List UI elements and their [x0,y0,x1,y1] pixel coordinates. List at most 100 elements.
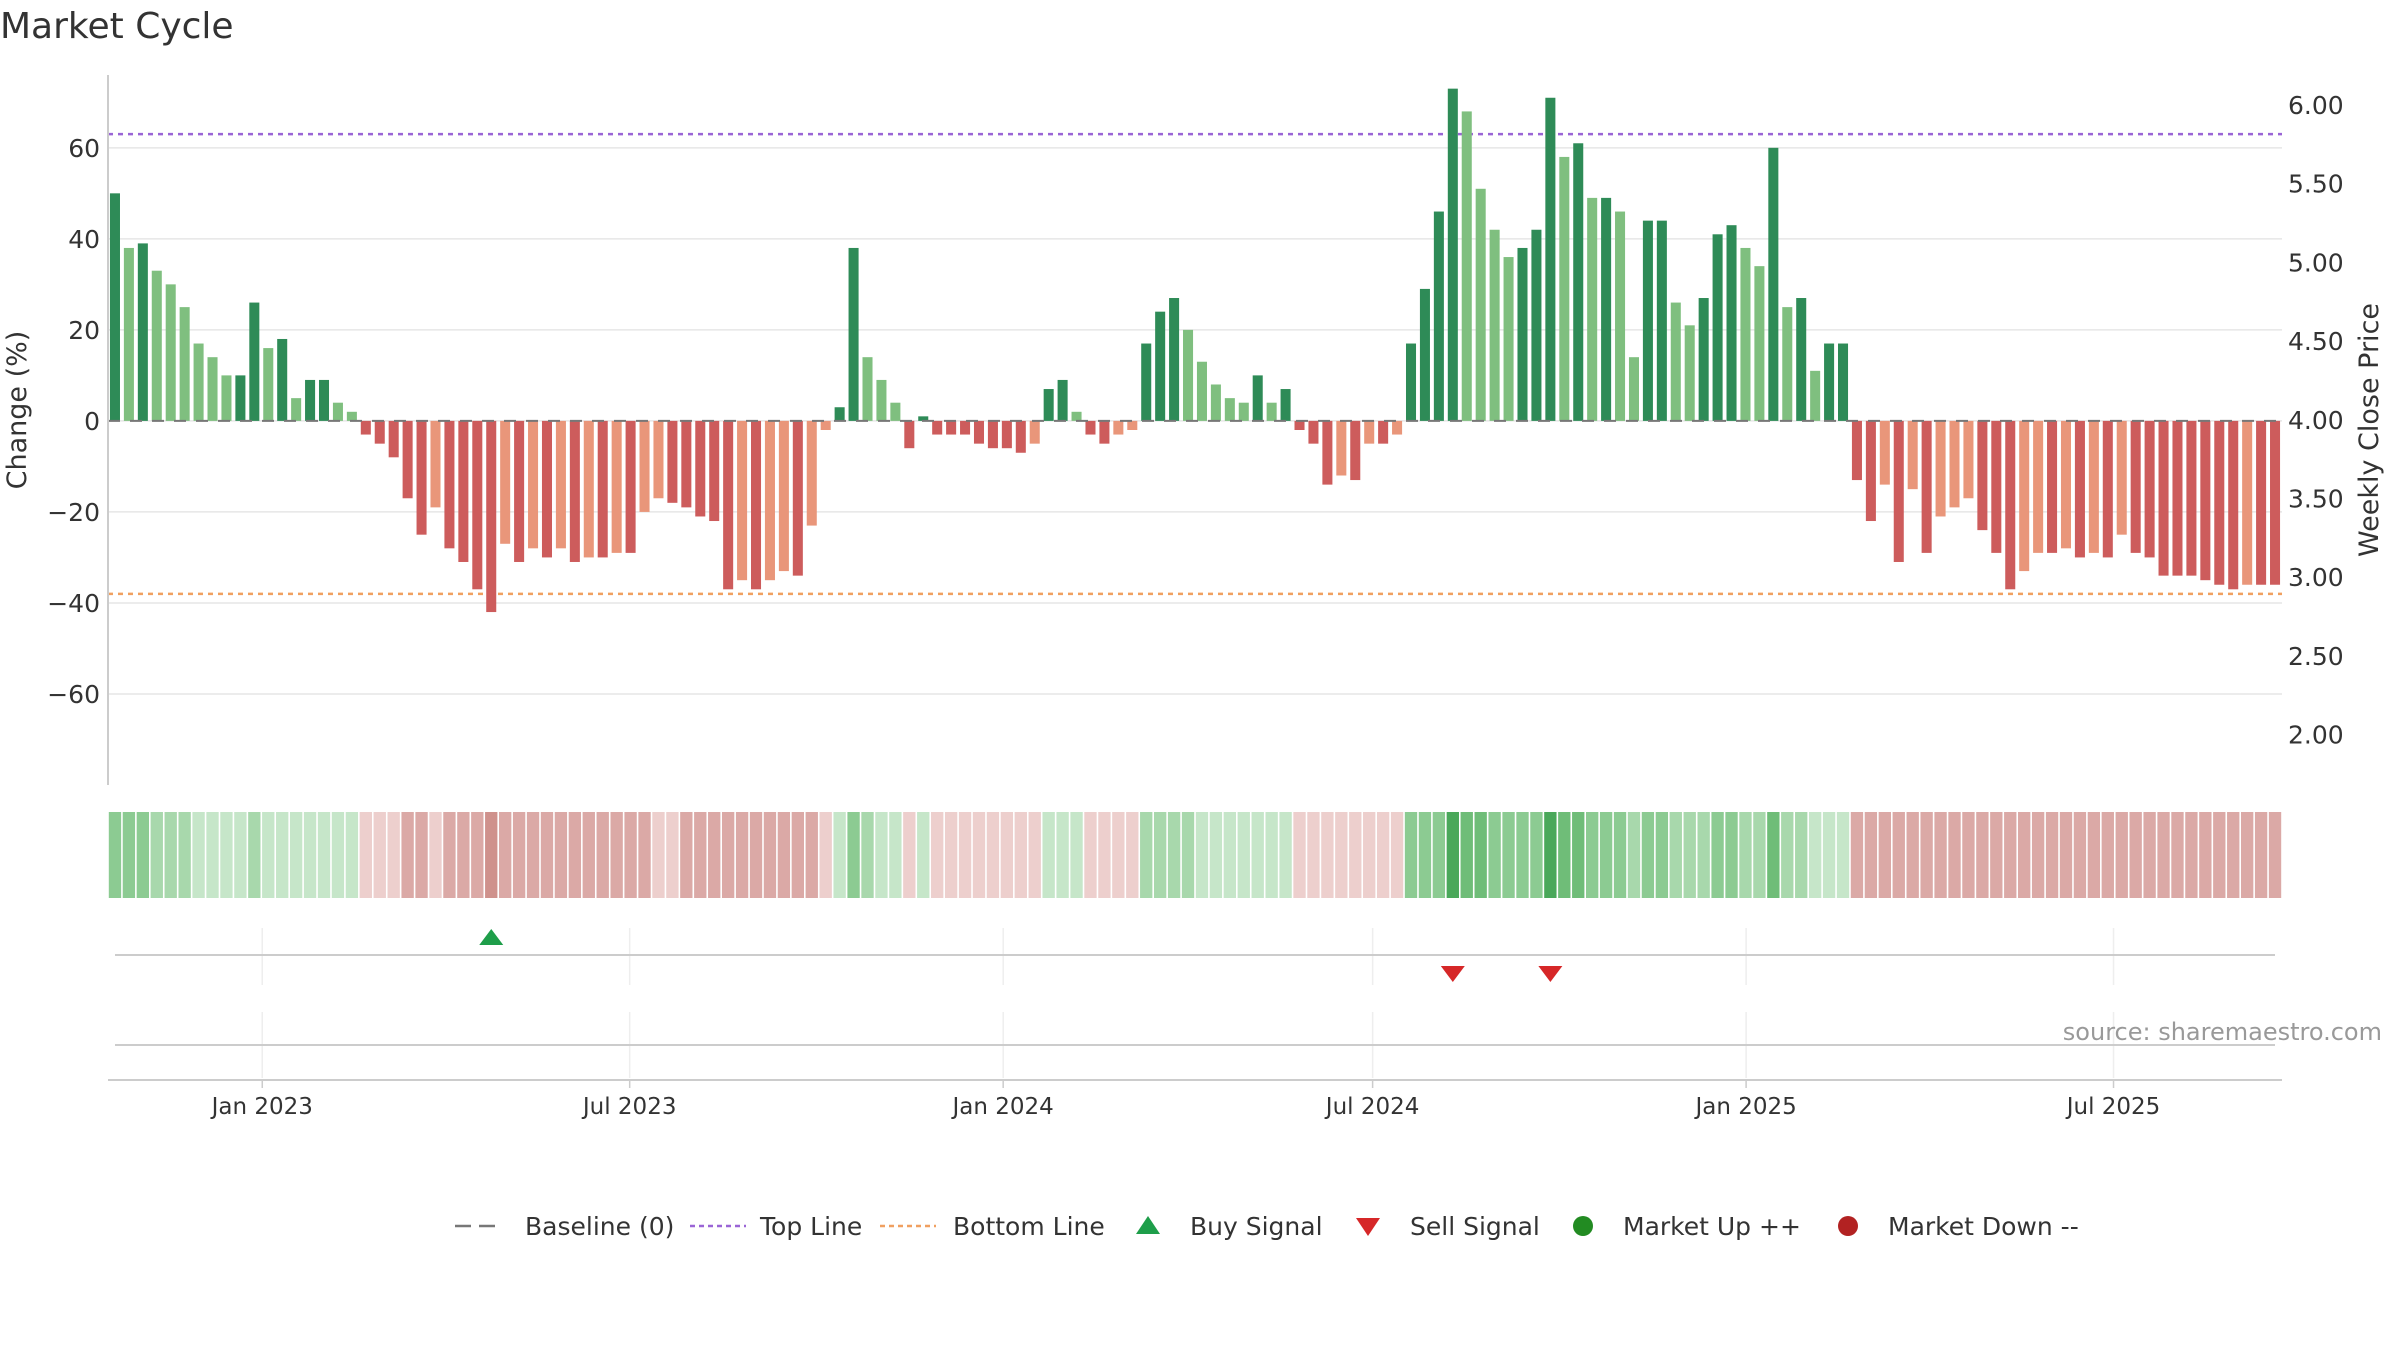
change-bar [1768,147,1779,421]
change-bar [653,420,664,499]
heat-cell [303,812,317,898]
change-bar [1824,343,1835,421]
change-bar [1865,420,1876,522]
change-bar [221,375,232,421]
change-bar [151,270,162,421]
heat-cell [136,812,150,898]
change-bar [1392,420,1403,435]
x-tick-label: Jan 2025 [1693,1094,1796,1120]
heat-cell [206,812,219,898]
change-bar [1796,298,1807,421]
change-bar [305,379,316,421]
change-bar [1949,420,1960,508]
heat-cell [415,812,428,898]
heat-cell [805,812,818,898]
heat-cell [2004,812,2017,898]
legend-sell-symbol [1356,1218,1380,1236]
heat-cell [582,812,595,898]
heat-cell [1335,812,1348,898]
heat-cell [178,812,191,898]
heat-cell [1920,812,1933,898]
change-bar [2242,420,2253,585]
change-bar [1475,188,1486,421]
heat-cell [1683,812,1696,898]
change-bar [1043,389,1054,421]
heat-cell [2129,812,2142,898]
heat-cell [1112,812,1125,898]
heat-cell [1167,812,1181,898]
heat-cell [1237,812,1250,898]
heat-cell [262,812,275,898]
change-bar [1991,420,2002,553]
change-bar [2228,420,2239,590]
change-bar [263,348,274,421]
change-bar [1001,420,1012,449]
heat-cell [917,812,930,898]
change-bar [1754,266,1765,421]
heat-cell [1140,812,1153,898]
heat-cell [2268,812,2282,898]
change-bar [402,420,413,499]
legend-label: Market Down -- [1888,1212,2079,1241]
heat-cell [1488,812,1501,898]
change-bar [1740,247,1751,421]
heat-cell [387,812,400,898]
heat-cell [638,812,651,898]
heat-cell [763,812,777,898]
change-bar [1628,357,1639,421]
heat-cell [1864,812,1878,898]
change-bar [932,420,943,435]
heat-cell [512,812,526,898]
heat-cell [1836,812,1850,898]
heat-cell [2059,812,2073,898]
heat-cell [610,812,623,898]
change-bar [667,420,678,503]
change-bar [486,420,497,613]
x-tick-label: Jul 2024 [1324,1094,1420,1120]
y-right-tick-label: 5.50 [2288,170,2344,199]
buy-signal-marker [479,929,504,945]
change-bar [277,338,288,421]
x-axis-ticks: Jan 2023 Jul 2023 Jan 2024 Jul 2024 Jan 2025… [108,1079,2282,1120]
change-bar [123,247,134,421]
change-bar [193,343,204,421]
change-bar [625,420,636,553]
change-bar [1447,88,1458,421]
legend-label: Baseline (0) [525,1212,674,1241]
change-bar [2116,420,2127,535]
change-bar [472,420,483,590]
heat-cell [248,812,261,898]
heat-cell [1223,812,1237,898]
change-bar [1057,379,1068,421]
heat-cell [1153,812,1167,898]
change-bar [1907,420,1918,490]
heat-cell [2031,812,2045,898]
legend-item: Market Down -- [1838,1212,2079,1241]
change-bar [1405,343,1417,421]
heat-cell [1962,812,1975,898]
change-bar [332,402,343,421]
chart-title: Market Cycle [0,6,234,47]
heat-cell [1363,812,1376,898]
heat-cell [1697,812,1710,898]
legend-item: Buy Signal [1136,1212,1323,1241]
heat-cell [276,812,289,898]
heat-cell [1209,812,1223,898]
heat-cell [1934,812,1947,898]
change-bars [108,88,2282,613]
change-bar [1851,420,1862,481]
change-bar [1656,220,1667,421]
change-bar [2088,420,2099,553]
heat-cell [526,812,540,898]
change-bar [1545,97,1556,421]
grid-layer [108,147,2282,1078]
heat-cell [889,812,902,898]
change-bar [639,420,650,512]
change-bar [1071,411,1082,421]
change-bar [2019,420,2030,572]
change-bar [1726,225,1737,421]
heat-cell [1251,812,1264,898]
heat-cell [2115,812,2128,898]
y-left-tick-label: 0 [84,407,100,436]
